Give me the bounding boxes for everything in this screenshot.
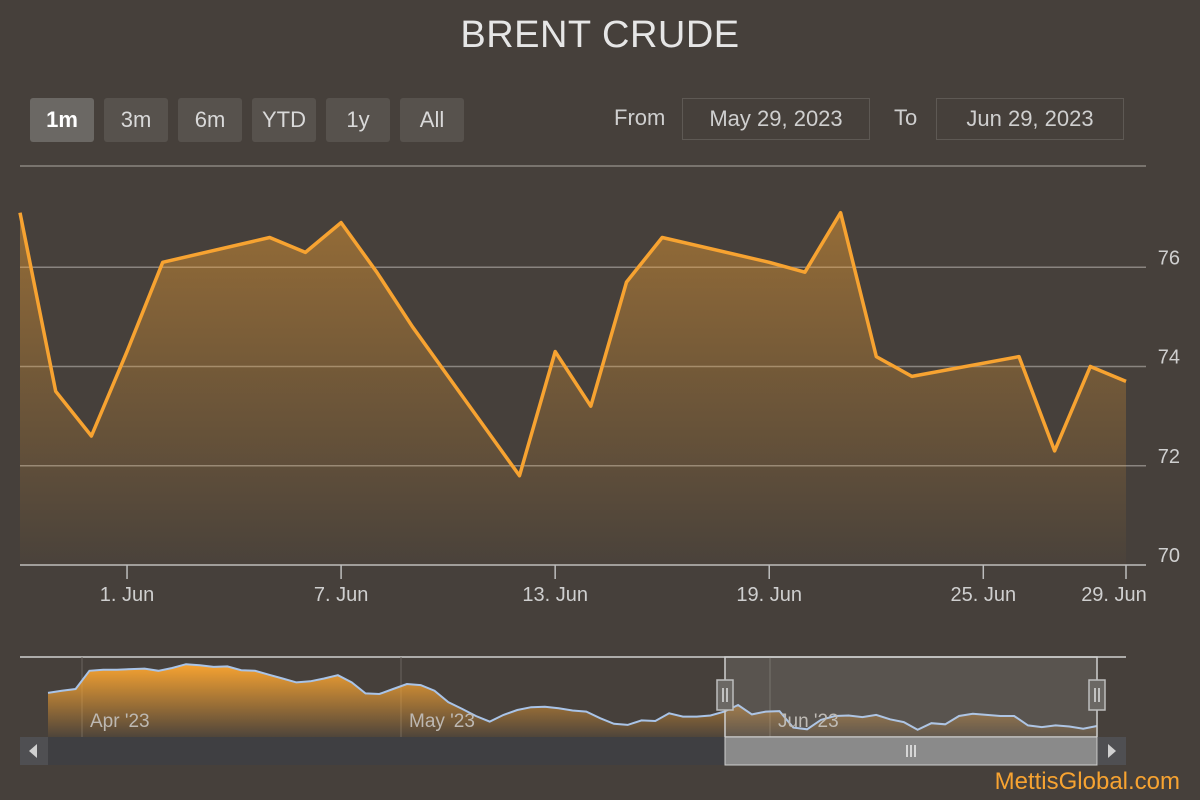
- data-point[interactable]: [587, 402, 595, 410]
- data-point[interactable]: [87, 432, 95, 440]
- chart-title: BRENT CRUDE: [460, 14, 740, 56]
- data-point[interactable]: [551, 348, 559, 356]
- data-point[interactable]: [52, 387, 60, 395]
- data-point[interactable]: [908, 372, 916, 380]
- data-point[interactable]: [159, 258, 167, 266]
- range-button-1y[interactable]: 1y: [326, 98, 390, 142]
- data-point[interactable]: [123, 348, 131, 356]
- series-area: [20, 212, 1126, 565]
- to-label: To: [894, 105, 918, 130]
- y-tick-label: 76: [1158, 247, 1180, 269]
- navigator-selected-range[interactable]: [724, 656, 1098, 738]
- data-point[interactable]: [1051, 447, 1059, 455]
- data-point[interactable]: [266, 233, 274, 241]
- navigator-left-handle[interactable]: [716, 679, 734, 711]
- range-button-all[interactable]: All: [400, 98, 464, 142]
- navigator-line: [47, 663, 1098, 731]
- data-point[interactable]: [301, 248, 309, 256]
- brand-watermark: MettisGlobal.com: [994, 768, 1180, 795]
- data-point[interactable]: [1086, 363, 1094, 371]
- data-point[interactable]: [16, 209, 24, 217]
- navigator-area: [48, 664, 1097, 737]
- x-tick-label: 19. Jun: [736, 584, 802, 606]
- x-tick-label: 1. Jun: [100, 584, 154, 606]
- data-point[interactable]: [408, 323, 416, 331]
- y-tick-label: 70: [1158, 545, 1180, 567]
- navigator-label: Apr '23: [90, 711, 150, 732]
- y-tick-label: 72: [1158, 446, 1180, 468]
- to-date-input[interactable]: Jun 29, 2023: [936, 98, 1124, 140]
- y-tick-label: 74: [1158, 347, 1180, 369]
- range-button-ytd[interactable]: YTD: [252, 98, 316, 142]
- range-button-3m[interactable]: 3m: [104, 98, 168, 142]
- from-date-input[interactable]: May 29, 2023: [682, 98, 870, 140]
- data-point[interactable]: [1122, 377, 1130, 385]
- data-point[interactable]: [872, 353, 880, 361]
- data-point[interactable]: [623, 278, 631, 286]
- data-point[interactable]: [765, 258, 773, 266]
- range-button-1m[interactable]: 1m: [30, 98, 94, 142]
- data-point[interactable]: [658, 233, 666, 241]
- x-tick-label: 7. Jun: [314, 584, 368, 606]
- x-tick-label: 29. Jun: [1081, 584, 1147, 606]
- navigator-label: Jun '23: [778, 711, 839, 732]
- data-point[interactable]: [801, 268, 809, 276]
- navigator-right-handle[interactable]: [1088, 679, 1106, 711]
- data-point[interactable]: [1015, 353, 1023, 361]
- data-point[interactable]: [515, 472, 523, 480]
- data-point[interactable]: [837, 209, 845, 217]
- series-line: [18, 210, 1127, 478]
- data-point[interactable]: [373, 268, 381, 276]
- navigator-label: May '23: [409, 711, 475, 732]
- range-button-6m[interactable]: 6m: [178, 98, 242, 142]
- scrollbar-grip-icon: [906, 745, 916, 757]
- x-tick-label: 13. Jun: [522, 584, 588, 606]
- arrow-left-icon: [29, 744, 37, 758]
- arrow-right-icon: [1108, 744, 1116, 758]
- x-tick-label: 25. Jun: [950, 584, 1016, 606]
- data-point[interactable]: [337, 219, 345, 227]
- from-label: From: [614, 105, 666, 130]
